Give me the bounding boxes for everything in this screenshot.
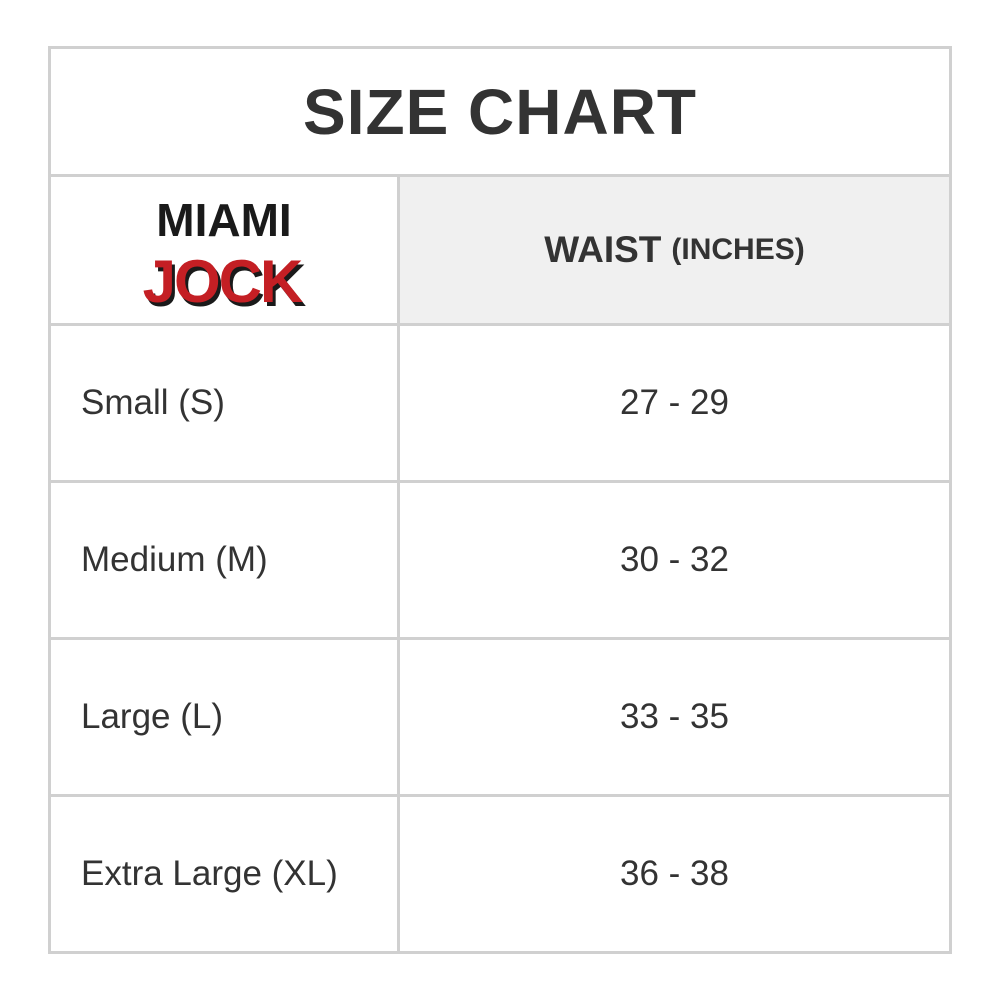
size-label: Extra Large (XL) — [51, 797, 400, 951]
waist-value: 27 - 29 — [620, 383, 729, 422]
header-row: MIAMI JOCK WAIST (INCHES) — [51, 177, 949, 326]
table-row: Large (L) 33 - 35 — [51, 640, 949, 797]
size-chart-table: SIZE CHART MIAMI JOCK WAIST (INCHES) Sma… — [48, 46, 952, 954]
waist-value: 30 - 32 — [620, 540, 729, 579]
waist-header-label: WAIST — [544, 229, 662, 270]
table-row: Small (S) 27 - 29 — [51, 326, 949, 483]
waist-value: 33 - 35 — [620, 697, 729, 736]
size-label: Medium (M) — [51, 483, 400, 637]
size-label: Large (L) — [51, 640, 400, 794]
brand-logo-cell: MIAMI JOCK — [51, 177, 400, 323]
size-label: Small (S) — [51, 326, 400, 480]
waist-header-unit: (INCHES) — [671, 233, 805, 266]
logo-line1: MIAMI — [156, 194, 291, 246]
chart-title: SIZE CHART — [51, 49, 949, 177]
table-row: Extra Large (XL) 36 - 38 — [51, 797, 949, 951]
miami-jock-logo: MIAMI JOCK — [143, 194, 305, 312]
logo-line2: JOCK — [143, 248, 303, 312]
waist-header: WAIST (INCHES) — [400, 177, 949, 323]
table-row: Medium (M) 30 - 32 — [51, 483, 949, 640]
waist-value: 36 - 38 — [620, 854, 729, 893]
